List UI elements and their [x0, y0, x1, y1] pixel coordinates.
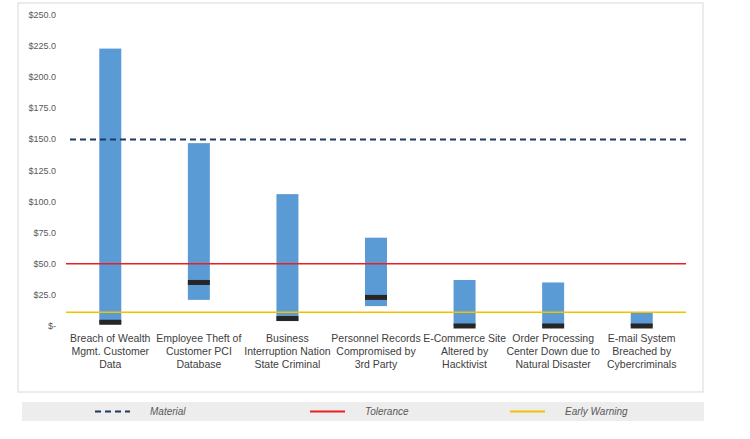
category-label-line: Center Down due to	[506, 345, 600, 357]
legend-label: Tolerance	[365, 406, 409, 417]
marker	[631, 324, 653, 329]
category-label-line: Hacktivist	[442, 358, 487, 370]
category-label-line: Compromised by	[336, 345, 416, 357]
legend-swatch	[95, 411, 130, 413]
range-bar	[365, 238, 387, 306]
marker	[542, 324, 564, 329]
category-label: Personnel RecordsCompromised by3rd Party	[331, 332, 420, 370]
category-label-line: State Criminal	[254, 358, 320, 370]
category-label-line: Business	[266, 332, 309, 344]
category-label: Employee Theft ofCustomer PCIDatabase	[156, 332, 241, 370]
chart: $- $25.0 $50.0 $75.0 $100.0 $125.0 $150.0 $175.…	[0, 0, 750, 439]
legend-swatch	[510, 411, 545, 413]
legend-label: Material	[150, 406, 186, 417]
y-tick-label: $50.0	[33, 259, 56, 269]
y-tick-label: $100.0	[28, 197, 56, 207]
category-label-line: Employee Theft of	[156, 332, 241, 344]
category-label-line: Breached by	[612, 345, 672, 357]
category-label-line: Breach of Wealth	[70, 332, 151, 344]
marker	[99, 320, 121, 325]
marker	[188, 280, 210, 285]
category-label: Breach of WealthMgmt. CustomerData	[70, 332, 151, 370]
y-tick-label: $25.0	[33, 290, 56, 300]
category-label-line: Mgmt. Customer	[71, 345, 149, 357]
marker	[365, 295, 387, 300]
reference-line	[66, 312, 686, 314]
category-label-line: Order Processing	[512, 332, 594, 344]
category-label-line: Database	[176, 358, 221, 370]
y-tick-label: $250.0	[28, 10, 56, 20]
range-bar	[542, 282, 564, 326]
y-tick-label: $200.0	[28, 72, 56, 82]
y-tick-label: $150.0	[28, 134, 56, 144]
category-label-line: Cybercriminals	[607, 358, 676, 370]
legend-band	[22, 402, 704, 421]
category-label-line: Personnel Records	[331, 332, 420, 344]
category-label-line: 3rd Party	[355, 358, 398, 370]
marker	[454, 324, 476, 329]
y-tick-label: $75.0	[33, 228, 56, 238]
category-label-line: E-mail System	[608, 332, 676, 344]
markers	[99, 280, 652, 329]
y-tick-label: $-	[48, 321, 56, 331]
chart-frame	[18, 3, 703, 392]
plot-area	[66, 49, 686, 326]
y-tick-label: $175.0	[28, 103, 56, 113]
reference-line	[66, 263, 686, 265]
category-label-line: Customer PCI	[166, 345, 232, 357]
category-label-line: E-Commerce Site	[423, 332, 506, 344]
y-tick-label: $225.0	[28, 41, 56, 51]
category-label: E-mail SystemBreached byCybercriminals	[607, 332, 676, 370]
range-bar	[454, 280, 476, 326]
category-label-line: Altered by	[441, 345, 489, 357]
category-label: BusinessInterruption NationState Crimina…	[244, 332, 331, 370]
range-bar	[276, 194, 298, 321]
legend-label: Early Warning	[565, 406, 628, 417]
reference-line	[66, 138, 686, 140]
legend-swatch	[310, 411, 345, 413]
range-bar	[99, 49, 121, 324]
category-label: E-Commerce SiteAltered byHacktivist	[423, 332, 506, 370]
range-bar	[188, 143, 210, 300]
category-label-line: Natural Disaster	[516, 358, 592, 370]
category-label-line: Interruption Nation	[244, 345, 331, 357]
category-label: Order ProcessingCenter Down due toNatura…	[506, 332, 600, 370]
marker	[276, 316, 298, 321]
category-label-line: Data	[99, 358, 121, 370]
y-tick-label: $125.0	[28, 166, 56, 176]
